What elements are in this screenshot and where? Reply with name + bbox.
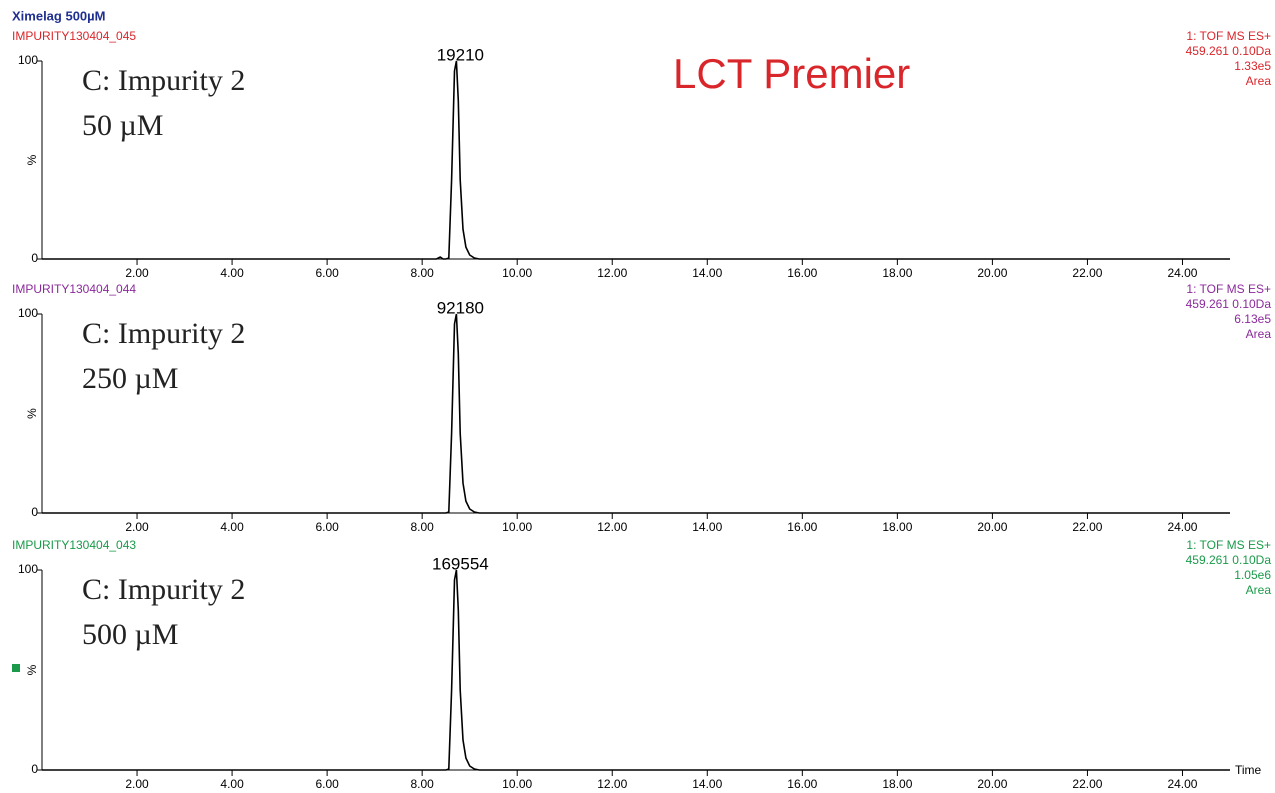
x-tick-label: 14.00 bbox=[692, 777, 722, 791]
x-tick-label: 24.00 bbox=[1167, 266, 1197, 280]
x-tick-label: 24.00 bbox=[1167, 520, 1197, 534]
y-tick-label: 100 bbox=[18, 306, 38, 320]
trace-info: Area bbox=[1246, 583, 1272, 597]
x-tick-label: 4.00 bbox=[220, 266, 244, 280]
trace-info: 6.13e5 bbox=[1234, 312, 1271, 326]
x-tick-label: 6.00 bbox=[315, 777, 339, 791]
x-tick-label: 6.00 bbox=[315, 520, 339, 534]
x-tick-label: 18.00 bbox=[882, 520, 912, 534]
sample-label: 250 µM bbox=[82, 362, 178, 395]
trace-info: 1.33e5 bbox=[1234, 59, 1271, 73]
trace-info: 459.261 0.10Da bbox=[1186, 44, 1272, 58]
title: Ximelag 500µM bbox=[12, 8, 105, 23]
x-tick-label: 16.00 bbox=[787, 777, 817, 791]
x-tick-label: 10.00 bbox=[502, 266, 532, 280]
x-tick-label: 20.00 bbox=[977, 777, 1007, 791]
trace-info: 1: TOF MS ES+ bbox=[1186, 282, 1271, 296]
x-tick-label: 20.00 bbox=[977, 266, 1007, 280]
sample-name: IMPURITY130404_045 bbox=[12, 29, 136, 43]
x-tick-label: 2.00 bbox=[125, 266, 149, 280]
x-tick-label: 14.00 bbox=[692, 266, 722, 280]
y-tick-label: 0 bbox=[31, 762, 38, 776]
x-tick-label: 10.00 bbox=[502, 777, 532, 791]
x-tick-label: 12.00 bbox=[597, 266, 627, 280]
x-tick-label: 12.00 bbox=[597, 777, 627, 791]
trace-info: 1: TOF MS ES+ bbox=[1186, 538, 1271, 552]
trace-info: 459.261 0.10Da bbox=[1186, 297, 1272, 311]
y-axis-label: % bbox=[25, 408, 39, 419]
x-tick-label: 8.00 bbox=[410, 520, 434, 534]
sample-label: 500 µM bbox=[82, 618, 178, 651]
peak-label: 169554 bbox=[432, 554, 489, 573]
x-tick-label: 20.00 bbox=[977, 520, 1007, 534]
x-tick-label: 8.00 bbox=[410, 266, 434, 280]
x-tick-label: 4.00 bbox=[220, 520, 244, 534]
trace bbox=[42, 313, 1230, 514]
x-axis-label: Time bbox=[1235, 763, 1262, 777]
x-tick-label: 22.00 bbox=[1072, 520, 1102, 534]
trace-info: 1.05e6 bbox=[1234, 568, 1271, 582]
x-tick-label: 18.00 bbox=[882, 266, 912, 280]
sample-label: C: Impurity 2 bbox=[82, 573, 245, 606]
y-tick-label: 100 bbox=[18, 562, 38, 576]
x-tick-label: 16.00 bbox=[787, 266, 817, 280]
x-tick-label: 24.00 bbox=[1167, 777, 1197, 791]
trace-info: 459.261 0.10Da bbox=[1186, 553, 1272, 567]
trace-info: 1: TOF MS ES+ bbox=[1186, 29, 1271, 43]
trace bbox=[42, 60, 1230, 260]
sample-name: IMPURITY130404_043 bbox=[12, 538, 136, 552]
instrument-label: LCT Premier bbox=[673, 50, 910, 97]
y-axis-label: % bbox=[25, 664, 39, 675]
x-tick-label: 2.00 bbox=[125, 520, 149, 534]
y-tick-label: 0 bbox=[31, 251, 38, 265]
y-tick-label: 0 bbox=[31, 505, 38, 519]
x-tick-label: 22.00 bbox=[1072, 777, 1102, 791]
trace-info: Area bbox=[1246, 327, 1272, 341]
x-tick-label: 16.00 bbox=[787, 520, 817, 534]
x-tick-label: 10.00 bbox=[502, 520, 532, 534]
sample-label: 50 µM bbox=[82, 109, 163, 142]
trace bbox=[42, 569, 1230, 771]
x-tick-label: 2.00 bbox=[125, 777, 149, 791]
y-axis-label: % bbox=[25, 154, 39, 165]
y-tick-label: 100 bbox=[18, 53, 38, 67]
x-tick-label: 8.00 bbox=[410, 777, 434, 791]
x-tick-label: 18.00 bbox=[882, 777, 912, 791]
peak-label: 92180 bbox=[437, 298, 484, 317]
trace-info: Area bbox=[1246, 74, 1272, 88]
x-tick-label: 22.00 bbox=[1072, 266, 1102, 280]
sample-label: C: Impurity 2 bbox=[82, 317, 245, 350]
sample-label: C: Impurity 2 bbox=[82, 64, 245, 97]
marker-square bbox=[12, 664, 20, 672]
sample-name: IMPURITY130404_044 bbox=[12, 282, 136, 296]
x-tick-label: 12.00 bbox=[597, 520, 627, 534]
peak-label: 19210 bbox=[437, 45, 484, 64]
x-tick-label: 4.00 bbox=[220, 777, 244, 791]
x-tick-label: 6.00 bbox=[315, 266, 339, 280]
x-tick-label: 14.00 bbox=[692, 520, 722, 534]
